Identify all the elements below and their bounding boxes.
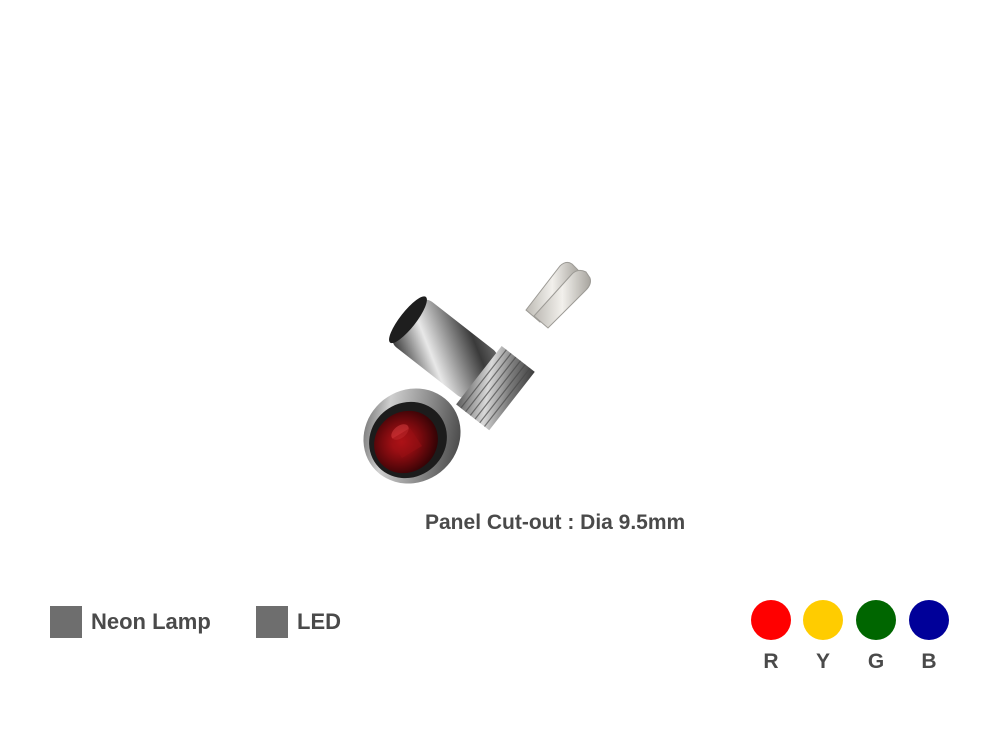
color-letter-r: R bbox=[763, 650, 779, 673]
legend-item-neon-lamp: Neon Lamp bbox=[50, 606, 211, 638]
legend-swatch bbox=[256, 606, 288, 638]
color-dot-blue bbox=[909, 600, 949, 640]
color-dot-green bbox=[856, 600, 896, 640]
color-dot-red bbox=[751, 600, 791, 640]
indicator-lamp-image bbox=[363, 261, 591, 484]
color-letter-g: G bbox=[867, 650, 885, 673]
legend-item-led: LED bbox=[256, 606, 341, 638]
color-letter-b: B bbox=[921, 650, 937, 673]
color-letter-y: Y bbox=[815, 650, 830, 673]
color-dot-yellow bbox=[803, 600, 843, 640]
legend-label: LED bbox=[297, 609, 341, 634]
panel-cutout-caption: Panel Cut-out : Dia 9.5mm bbox=[425, 511, 686, 534]
legend-swatch bbox=[50, 606, 82, 638]
legend-label: Neon Lamp bbox=[91, 609, 211, 634]
